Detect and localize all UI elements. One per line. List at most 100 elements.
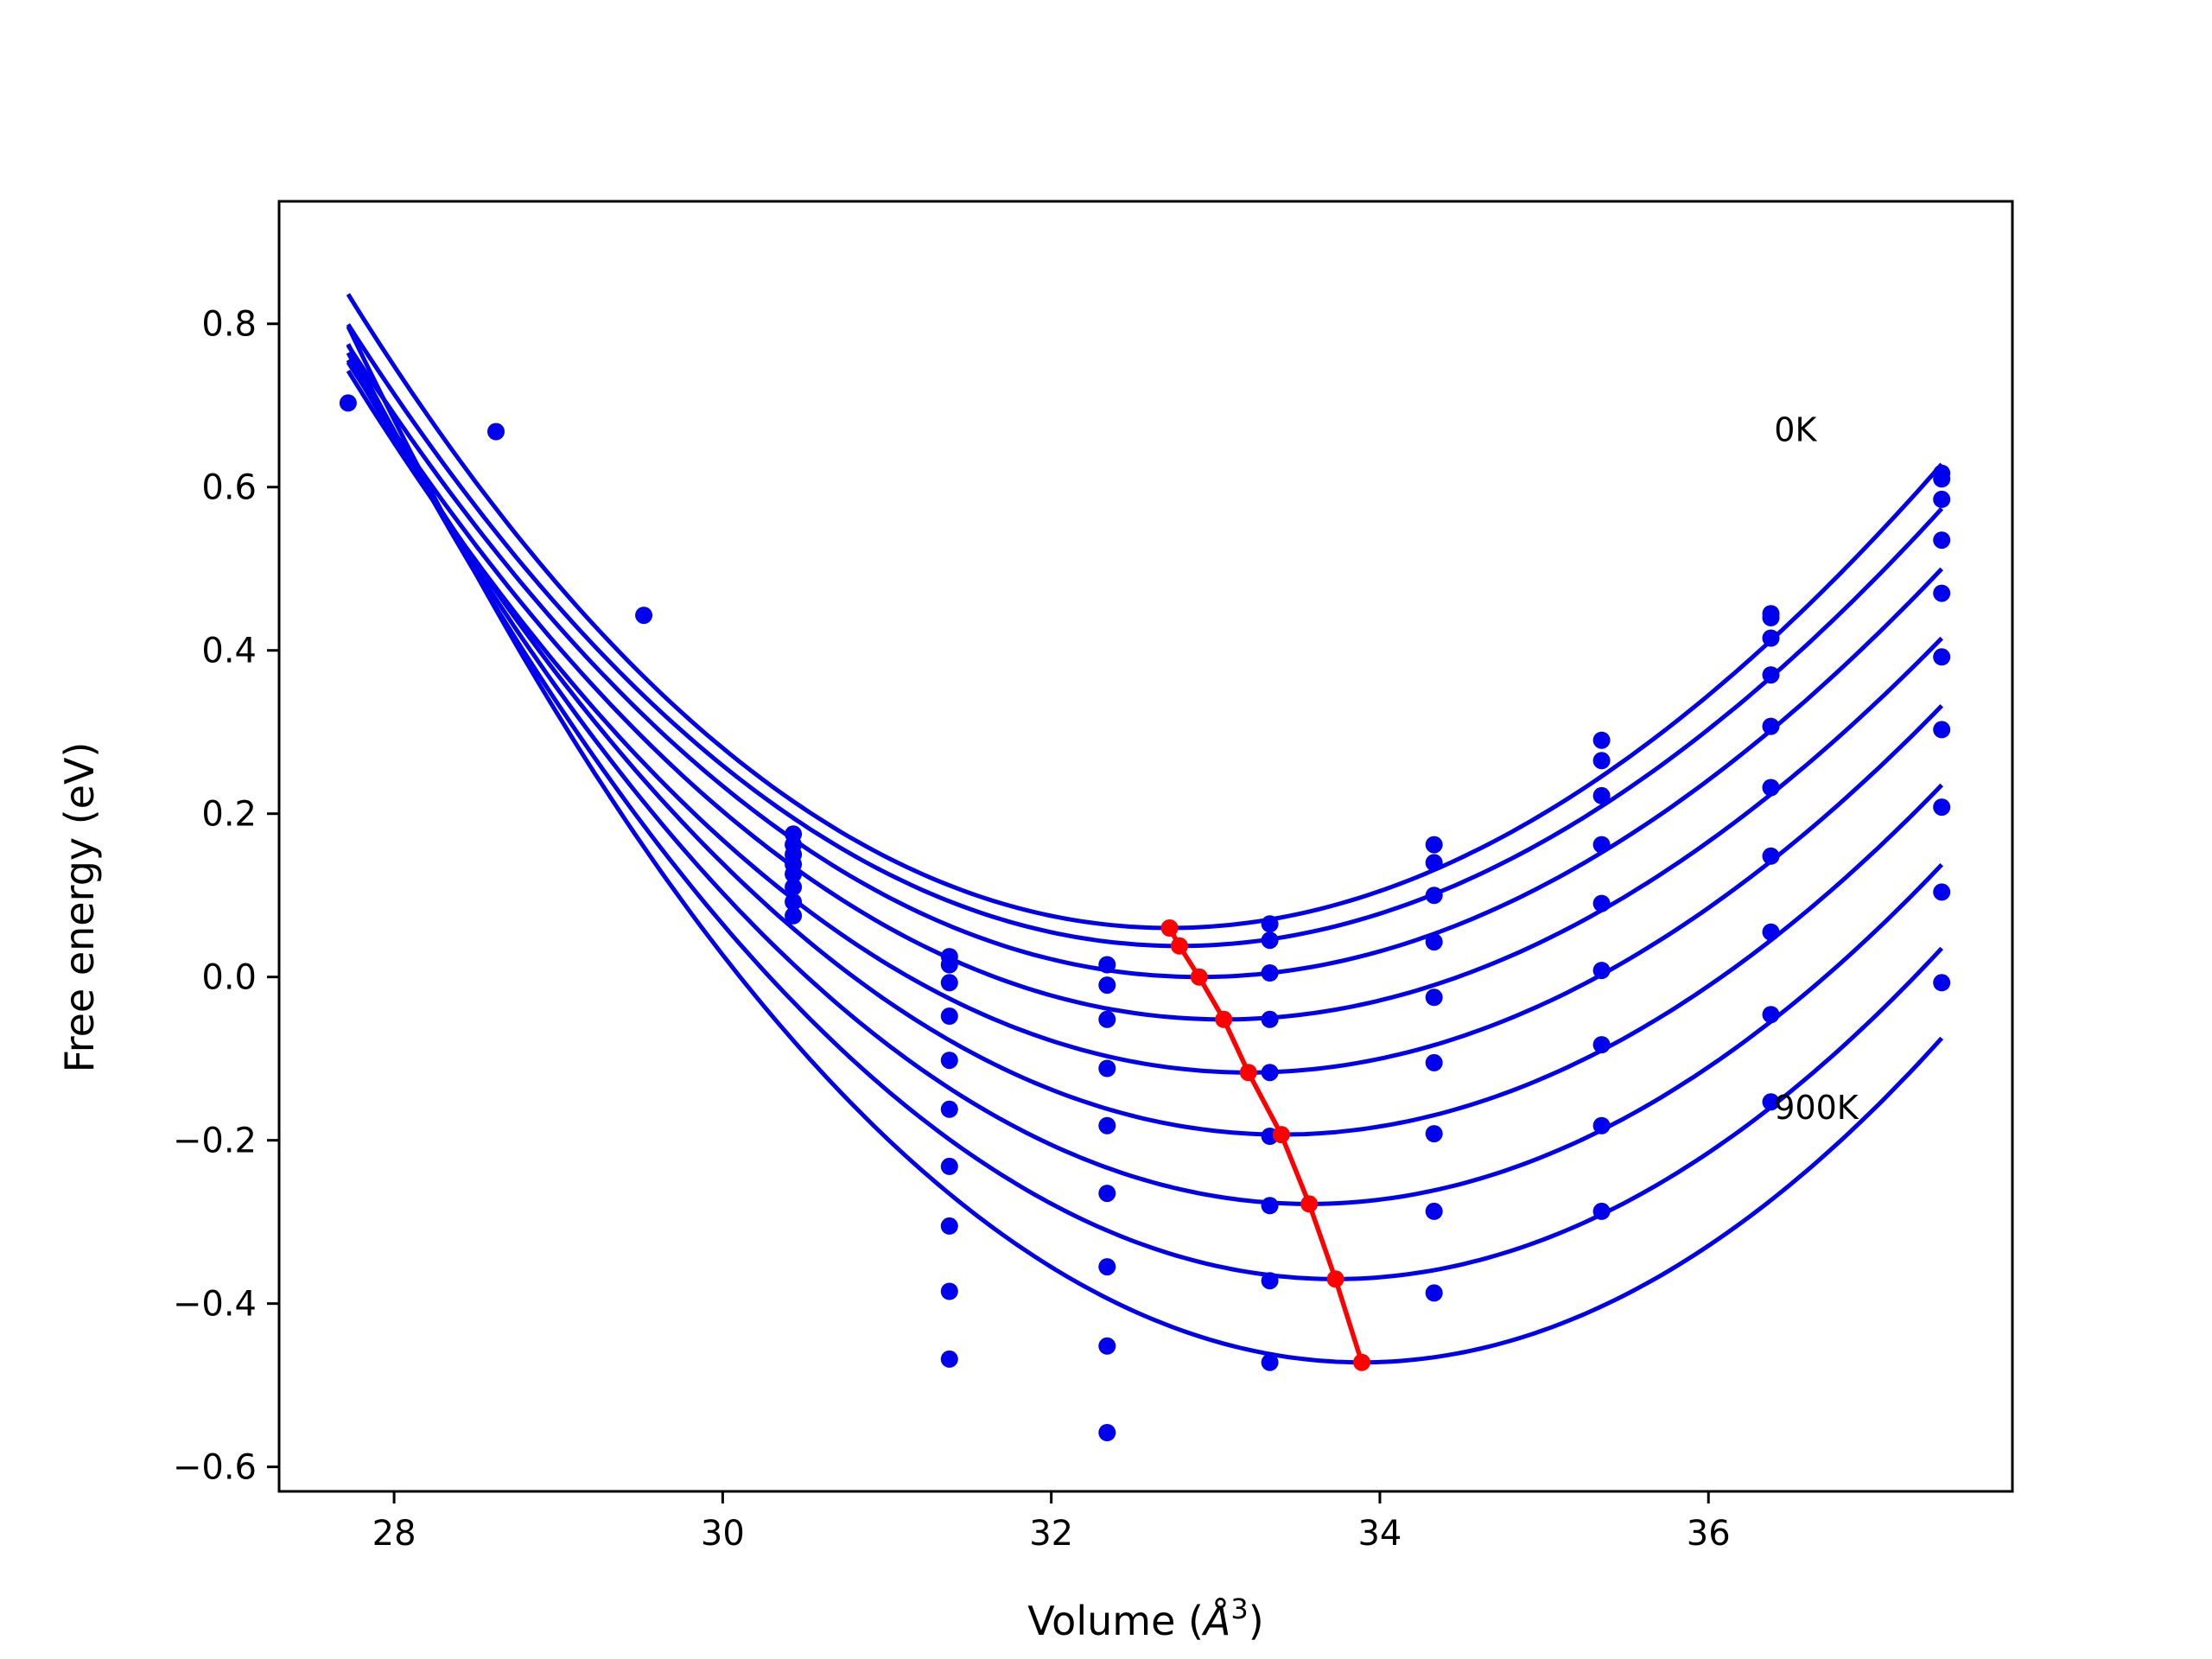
x-tick-label-4: 36: [1687, 1514, 1731, 1554]
data-point-6-8: [1261, 1353, 1279, 1371]
x-axis-label: Volume (Å3): [1027, 1592, 1263, 1644]
minimum-point-6: [1300, 1195, 1319, 1213]
data-point-3-5: [785, 878, 803, 896]
x-tick-label-1: 30: [701, 1514, 745, 1554]
data-point-3-4: [785, 865, 803, 883]
fit-curve-2: [346, 344, 1944, 980]
data-point-8-6: [1592, 1036, 1611, 1054]
data-point-9-3: [1762, 666, 1780, 684]
plot-marks: [339, 293, 1951, 1441]
data-point-10-5: [1933, 648, 1951, 666]
data-point-10-7: [1933, 798, 1951, 817]
data-point-3-7: [785, 906, 803, 925]
data-point-7-3: [1425, 933, 1443, 951]
annotation-1: 900K: [1774, 1089, 1859, 1127]
data-point-4-2: [940, 974, 958, 992]
data-point-6-3: [1261, 1010, 1279, 1028]
data-point-8-1: [1592, 752, 1611, 770]
data-point-7-2: [1425, 887, 1443, 905]
data-point-8-2: [1592, 786, 1611, 804]
data-point-2-0: [635, 607, 653, 625]
minimum-point-4: [1239, 1064, 1257, 1082]
data-point-10-9: [1933, 974, 1951, 992]
data-point-5-6: [1098, 1258, 1116, 1276]
data-point-8-8: [1592, 1202, 1611, 1220]
data-point-7-4: [1425, 988, 1443, 1007]
data-point-9-6: [1762, 847, 1780, 865]
data-point-6-7: [1261, 1272, 1279, 1290]
x-tick-label-3: 34: [1357, 1514, 1402, 1554]
y-axis-label: Free energy (eV): [56, 742, 103, 1073]
data-point-10-8: [1933, 883, 1951, 901]
y-tick-label-6: 0.6: [201, 468, 257, 508]
data-point-4-3: [940, 1007, 958, 1025]
axis-ticks: 28 30 32 34 36 −0.6 −0.4 −0.2 0.0 0.2 0.4 0.6 0.8: [173, 305, 1731, 1554]
data-point-5-8: [1098, 1424, 1116, 1441]
fit-curve-6: [346, 352, 1944, 1206]
data-point-5-5: [1098, 1185, 1116, 1203]
data-point-4-5: [940, 1100, 958, 1118]
data-point-6-4: [1261, 1064, 1279, 1082]
data-point-5-1: [1098, 976, 1116, 995]
data-point-7-7: [1425, 1202, 1443, 1220]
data-point-10-1: [1933, 470, 1951, 488]
y-tick-label-4: 0.2: [201, 795, 257, 835]
data-point-5-3: [1098, 1059, 1116, 1077]
fit-curve-8: [346, 325, 1944, 1365]
data-point-4-8: [940, 1282, 958, 1300]
y-tick-label-3: 0.0: [201, 958, 257, 998]
data-point-10-3: [1933, 531, 1951, 550]
data-point-6-1: [1261, 931, 1279, 950]
y-tick-label-0: −0.6: [173, 1448, 257, 1488]
data-point-3-6: [785, 893, 803, 911]
y-tick-label-7: 0.8: [201, 305, 257, 345]
minimum-point-7: [1326, 1270, 1344, 1288]
data-point-8-7: [1592, 1116, 1611, 1135]
data-point-4-7: [940, 1217, 958, 1235]
data-point-9-4: [1762, 717, 1780, 735]
data-point-7-5: [1425, 1053, 1443, 1071]
minimum-point-0: [1160, 919, 1179, 937]
data-point-7-0: [1425, 836, 1443, 854]
minimum-point-2: [1190, 968, 1208, 986]
fit-curve-3: [346, 360, 1943, 1022]
annotation-0: 0K: [1774, 411, 1817, 449]
data-point-10-4: [1933, 584, 1951, 602]
data-point-7-8: [1425, 1284, 1443, 1302]
fit-curve-5: [346, 359, 1943, 1137]
data-point-5-4: [1098, 1116, 1116, 1135]
minimum-point-1: [1171, 937, 1188, 955]
data-point-10-6: [1933, 721, 1951, 739]
data-point-4-4: [940, 1052, 958, 1070]
plot-frame: [277, 200, 2014, 1493]
data-point-4-6: [940, 1157, 958, 1175]
data-point-8-3: [1592, 836, 1611, 854]
data-point-9-5: [1762, 779, 1780, 797]
y-tick-label-1: −0.4: [173, 1285, 257, 1325]
data-point-7-6: [1425, 1125, 1443, 1143]
minimum-point-3: [1215, 1010, 1233, 1028]
data-point-5-7: [1098, 1337, 1116, 1355]
y-tick-label-5: 0.4: [201, 632, 257, 671]
data-point-7-1: [1425, 854, 1443, 872]
data-point-10-2: [1933, 490, 1951, 508]
fit-curve-4: [346, 369, 1943, 1075]
x-tick-label-2: 32: [1029, 1514, 1073, 1554]
data-point-9-8: [1762, 1006, 1780, 1024]
data-point-8-5: [1592, 962, 1611, 980]
data-point-4-9: [940, 1350, 958, 1368]
data-point-5-0: [1098, 956, 1116, 974]
data-point-9-1: [1762, 608, 1780, 626]
minimum-point-8: [1353, 1353, 1370, 1371]
fit-curve-1: [346, 323, 1944, 949]
data-point-9-9: [1762, 1093, 1780, 1111]
data-point-8-0: [1592, 731, 1611, 749]
data-point-8-4: [1592, 894, 1611, 912]
data-point-6-0: [1261, 915, 1279, 933]
data-point-9-7: [1762, 923, 1780, 941]
fit-curve-7: [346, 343, 1944, 1281]
fit-curve-0: [346, 293, 1944, 931]
y-tick-label-2: −0.2: [173, 1122, 257, 1161]
